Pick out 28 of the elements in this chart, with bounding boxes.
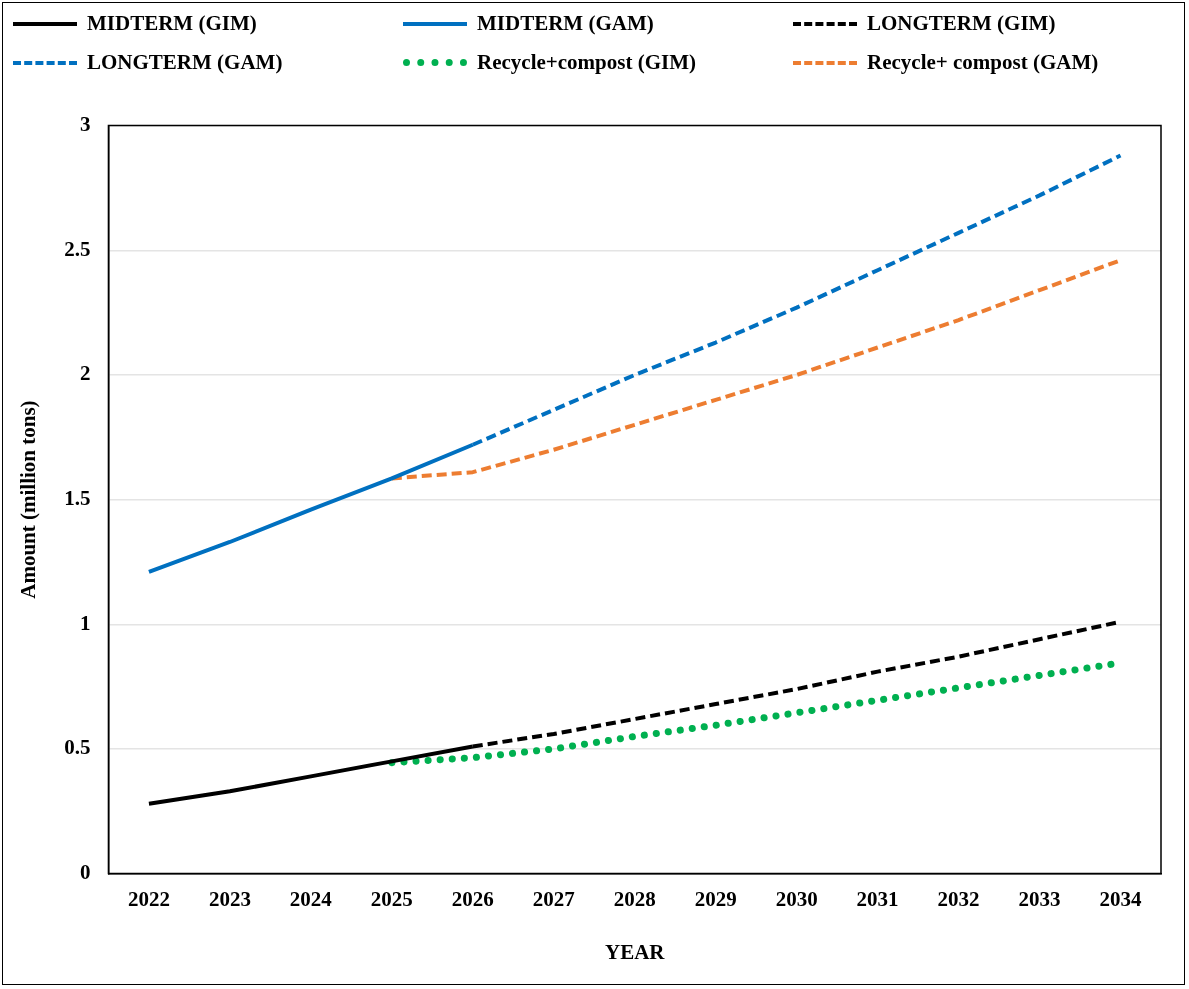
y-tick-label: 2 — [79, 361, 91, 386]
x-tick-label: 2022 — [127, 886, 170, 911]
legend-label: MIDTERM (GIM) — [87, 11, 257, 36]
x-tick-label: 2024 — [289, 886, 333, 911]
y-tick-label: 0.5 — [64, 735, 91, 760]
x-tick-label: 2029 — [694, 886, 737, 911]
y-tick-label: 1 — [79, 610, 91, 635]
x-tick-label: 2026 — [451, 886, 494, 911]
x-axis-title: YEAR — [604, 939, 666, 964]
x-tick-label: 2033 — [1018, 886, 1061, 911]
y-tick-label: 1.5 — [64, 486, 91, 511]
x-tick-label: 2028 — [613, 886, 656, 911]
legend-label: Recycle+ compost (GAM) — [867, 50, 1099, 75]
x-tick-label: 2023 — [208, 886, 251, 911]
x-tick-label: 2034 — [1099, 886, 1143, 911]
y-tick-label: 3 — [79, 112, 91, 137]
legend-label: LONGTERM (GIM) — [867, 11, 1056, 36]
x-tick-label: 2031 — [856, 886, 899, 911]
legend-label: MIDTERM (GAM) — [477, 11, 654, 36]
legend-label: LONGTERM (GAM) — [87, 50, 283, 75]
x-tick-label: 2025 — [370, 886, 413, 911]
x-tick-label: 2032 — [937, 886, 980, 911]
legend-label: Recycle+compost (GIM) — [477, 50, 696, 75]
y-tick-label: 0 — [79, 860, 91, 885]
x-tick-label: 2027 — [532, 886, 575, 911]
y-tick-label: 2.5 — [64, 236, 91, 261]
x-tick-label: 2030 — [775, 886, 818, 911]
y-axis-title: Amount (million tons) — [16, 400, 41, 599]
